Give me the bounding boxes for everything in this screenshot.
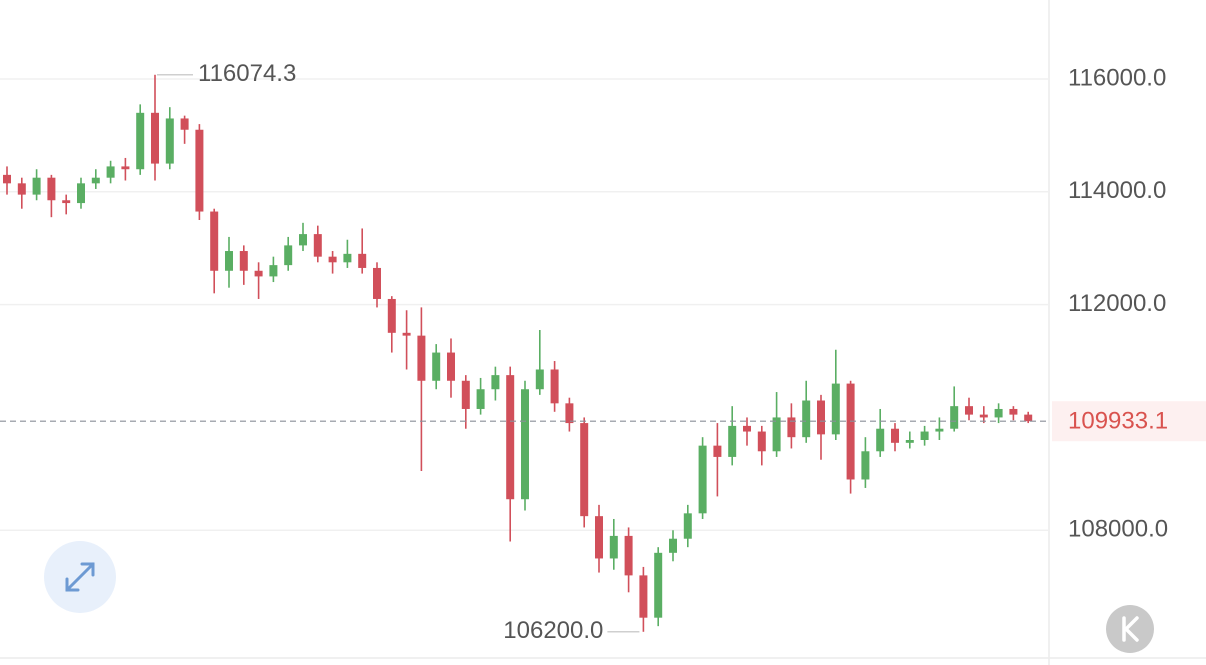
candle-body bbox=[32, 177, 41, 195]
candle-body bbox=[994, 408, 1003, 418]
candle-body bbox=[861, 451, 870, 480]
candle-body bbox=[17, 183, 26, 195]
candle-body bbox=[151, 112, 159, 164]
candle-body bbox=[91, 177, 100, 184]
k-circle[interactable] bbox=[1106, 605, 1154, 653]
candle-body bbox=[639, 575, 648, 618]
candle-body bbox=[165, 118, 174, 164]
candle-body bbox=[920, 431, 929, 440]
candle-body bbox=[461, 380, 470, 409]
candle-body bbox=[728, 425, 737, 457]
candle-body bbox=[802, 400, 811, 438]
candle-body bbox=[905, 440, 914, 443]
candle-body bbox=[506, 375, 515, 500]
candle-body bbox=[521, 389, 529, 500]
candle-body bbox=[846, 383, 855, 480]
candle-body bbox=[1024, 414, 1033, 422]
candle-body bbox=[432, 352, 441, 381]
candle-body bbox=[210, 211, 219, 271]
candle-body bbox=[47, 177, 56, 201]
candle-body bbox=[373, 267, 381, 299]
candle-body bbox=[935, 428, 944, 432]
candle-body bbox=[313, 234, 322, 257]
candle-body bbox=[743, 425, 751, 432]
y-tick-label: 116000.0 bbox=[1068, 64, 1166, 91]
candle-body bbox=[787, 417, 796, 438]
candle-body bbox=[698, 445, 707, 514]
candle-body bbox=[669, 538, 677, 553]
candle-body bbox=[1009, 408, 1018, 415]
candle-body bbox=[757, 431, 766, 452]
candle-body bbox=[624, 535, 633, 576]
k-icon[interactable] bbox=[1122, 616, 1139, 642]
candle-body bbox=[62, 200, 71, 204]
candle-body bbox=[550, 369, 559, 404]
y-tick-label: 108000.0 bbox=[1068, 516, 1168, 543]
candle-body bbox=[580, 423, 589, 517]
candle-body bbox=[891, 428, 899, 443]
candle-body bbox=[535, 369, 544, 390]
candle-body bbox=[979, 414, 988, 418]
candle-body bbox=[950, 406, 959, 429]
candle-body bbox=[491, 375, 500, 390]
candle-body bbox=[358, 253, 367, 268]
candle-body bbox=[77, 183, 85, 204]
last-price-label: 109933.1 bbox=[1068, 408, 1168, 435]
candle-body bbox=[713, 445, 722, 457]
candle-body bbox=[831, 383, 840, 435]
candle-body bbox=[136, 112, 145, 170]
expand-icon[interactable] bbox=[65, 562, 95, 592]
candle-body bbox=[595, 516, 603, 559]
y-tick-label: 114000.0 bbox=[1068, 177, 1166, 204]
candle-body bbox=[239, 251, 248, 271]
candle-body bbox=[876, 428, 885, 452]
candle-body bbox=[269, 265, 278, 277]
expand-button[interactable] bbox=[44, 541, 116, 613]
candle-body bbox=[817, 400, 825, 435]
candle-body bbox=[299, 234, 307, 246]
candle-body bbox=[965, 406, 973, 415]
candle-body bbox=[772, 417, 781, 452]
candle-body bbox=[654, 552, 663, 618]
candle-body bbox=[254, 270, 263, 277]
candle-body bbox=[447, 352, 455, 381]
candle-body bbox=[402, 332, 411, 336]
candle-body bbox=[565, 403, 574, 424]
candle-body bbox=[476, 389, 485, 409]
candle-body bbox=[609, 535, 618, 559]
min-label: 106200.0 bbox=[503, 617, 603, 644]
k-button[interactable] bbox=[1106, 605, 1154, 653]
candle-body bbox=[225, 251, 233, 271]
candle-body bbox=[683, 513, 692, 539]
candle-body bbox=[417, 335, 426, 381]
candle-body bbox=[284, 245, 293, 266]
candle-body bbox=[180, 118, 189, 130]
y-tick-label: 112000.0 bbox=[1068, 290, 1166, 317]
candle-body bbox=[106, 166, 115, 178]
candle-body bbox=[3, 174, 11, 184]
candle-body bbox=[195, 129, 204, 212]
candle-body bbox=[328, 256, 337, 263]
candle-body bbox=[387, 298, 396, 333]
last-price-badge bbox=[1052, 401, 1206, 442]
candle-body bbox=[121, 166, 130, 170]
max-label: 116074.3 bbox=[198, 60, 296, 87]
candle-body bbox=[343, 253, 352, 263]
